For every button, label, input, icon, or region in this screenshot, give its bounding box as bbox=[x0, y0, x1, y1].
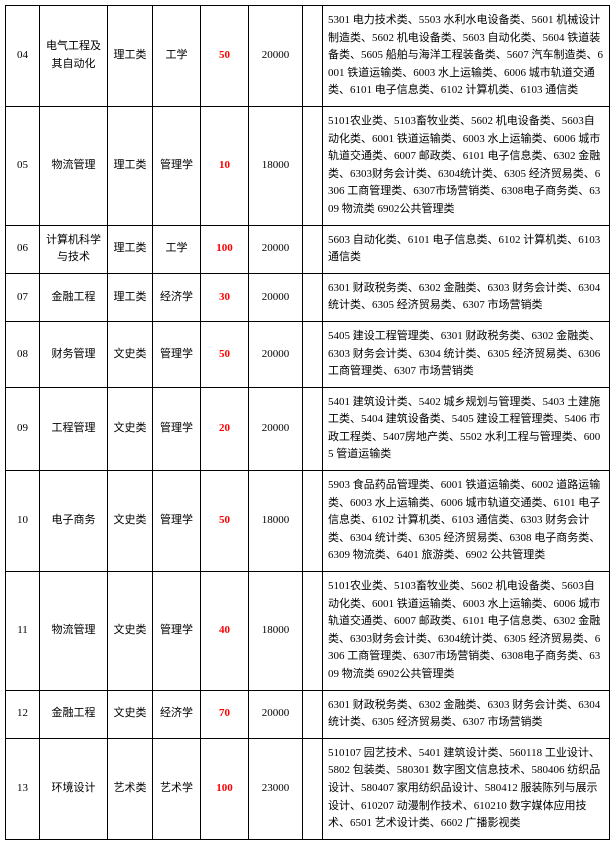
quota-cell: 40 bbox=[201, 572, 249, 691]
category-cell: 理工类 bbox=[108, 225, 153, 273]
description-cell: 5301 电力技术类、5503 水利水电设备类、5601 机械设计制造类、560… bbox=[323, 6, 610, 107]
major-cell: 环境设计 bbox=[40, 738, 108, 839]
description-cell: 5903 食品药品管理类、6001 铁道运输类、6002 道路运输类、6003 … bbox=[323, 471, 610, 572]
spacer-cell bbox=[303, 273, 323, 321]
table-row: 08财务管理文史类管理学5020000 5405 建设工程管理类、6301 财政税… bbox=[6, 321, 610, 387]
degree-cell: 工学 bbox=[153, 225, 201, 273]
category-cell: 理工类 bbox=[108, 6, 153, 107]
spacer-cell bbox=[303, 225, 323, 273]
major-cell: 电气工程及其自动化 bbox=[40, 6, 108, 107]
category-cell: 艺术类 bbox=[108, 738, 153, 839]
spacer-cell bbox=[303, 738, 323, 839]
description-cell: 6301 财政税务类、6302 金融类、6303 财务会计类、6304 统计类、… bbox=[323, 273, 610, 321]
table-row: 13环境设计艺术类艺术学10023000 510107 园艺技术、5401 建筑设… bbox=[6, 738, 610, 839]
fee-cell: 20000 bbox=[249, 387, 303, 470]
degree-cell: 管理学 bbox=[153, 572, 201, 691]
quota-cell: 50 bbox=[201, 6, 249, 107]
quota-cell: 30 bbox=[201, 273, 249, 321]
fee-cell: 20000 bbox=[249, 690, 303, 738]
admissions-table: 04电气工程及其自动化理工类工学50200005301 电力技术类、5503 水… bbox=[5, 5, 610, 840]
table-row: 10电子商务文史类管理学5018000 5903 食品药品管理类、6001 铁道运… bbox=[6, 471, 610, 572]
spacer-cell bbox=[303, 471, 323, 572]
category-cell: 文史类 bbox=[108, 572, 153, 691]
quota-cell: 50 bbox=[201, 471, 249, 572]
code-cell: 04 bbox=[6, 6, 40, 107]
table-row: 05物流管理理工类管理学1018000 5101农业类、5103畜牧业类、5602… bbox=[6, 106, 610, 225]
category-cell: 理工类 bbox=[108, 106, 153, 225]
code-cell: 08 bbox=[6, 321, 40, 387]
table-row: 07金融工程理工类经济学3020000 6301 财政税务类、6302 金融类、6… bbox=[6, 273, 610, 321]
code-cell: 12 bbox=[6, 690, 40, 738]
code-cell: 11 bbox=[6, 572, 40, 691]
quota-cell: 70 bbox=[201, 690, 249, 738]
degree-cell: 管理学 bbox=[153, 106, 201, 225]
category-cell: 文史类 bbox=[108, 690, 153, 738]
major-cell: 财务管理 bbox=[40, 321, 108, 387]
fee-cell: 18000 bbox=[249, 106, 303, 225]
category-cell: 文史类 bbox=[108, 387, 153, 470]
description-cell: 5405 建设工程管理类、6301 财政税务类、6302 金融类、6303 财务… bbox=[323, 321, 610, 387]
table-row: 12金融工程文史类经济学7020000 6301 财政税务类、6302 金融类、6… bbox=[6, 690, 610, 738]
degree-cell: 管理学 bbox=[153, 321, 201, 387]
fee-cell: 18000 bbox=[249, 572, 303, 691]
degree-cell: 管理学 bbox=[153, 387, 201, 470]
table-row: 04电气工程及其自动化理工类工学5020000 5301 电力技术类、5503 水… bbox=[6, 6, 610, 107]
degree-cell: 管理学 bbox=[153, 471, 201, 572]
code-cell: 07 bbox=[6, 273, 40, 321]
fee-cell: 20000 bbox=[249, 225, 303, 273]
degree-cell: 经济学 bbox=[153, 273, 201, 321]
spacer-cell bbox=[303, 106, 323, 225]
category-cell: 文史类 bbox=[108, 321, 153, 387]
fee-cell: 23000 bbox=[249, 738, 303, 839]
quota-cell: 100 bbox=[201, 738, 249, 839]
description-cell: 6301 财政税务类、6302 金融类、6303 财务会计类、6304 统计类、… bbox=[323, 690, 610, 738]
fee-cell: 20000 bbox=[249, 321, 303, 387]
category-cell: 理工类 bbox=[108, 273, 153, 321]
spacer-cell bbox=[303, 690, 323, 738]
code-cell: 06 bbox=[6, 225, 40, 273]
major-cell: 工程管理 bbox=[40, 387, 108, 470]
major-cell: 物流管理 bbox=[40, 106, 108, 225]
description-cell: 5101农业类、5103畜牧业类、5602 机电设备类、5603自动化类、600… bbox=[323, 572, 610, 691]
table-row: 09工程管理文史类管理学2020000 5401 建筑设计类、5402 城乡规划与… bbox=[6, 387, 610, 470]
fee-cell: 20000 bbox=[249, 273, 303, 321]
description-cell: 5401 建筑设计类、5402 城乡规划与管理类、5403 土建施工类、5404… bbox=[323, 387, 610, 470]
table-row: 11物流管理文史类管理学4018000 5101农业类、5103畜牧业类、5602… bbox=[6, 572, 610, 691]
code-cell: 10 bbox=[6, 471, 40, 572]
code-cell: 09 bbox=[6, 387, 40, 470]
description-cell: 510107 园艺技术、5401 建筑设计类、560118 工业设计、5802 … bbox=[323, 738, 610, 839]
table-row: 06计算机科学与技术理工类工学10020000 5603 自动化类、6101 电子… bbox=[6, 225, 610, 273]
major-cell: 计算机科学与技术 bbox=[40, 225, 108, 273]
quota-cell: 10 bbox=[201, 106, 249, 225]
degree-cell: 艺术学 bbox=[153, 738, 201, 839]
spacer-cell bbox=[303, 6, 323, 107]
code-cell: 13 bbox=[6, 738, 40, 839]
quota-cell: 20 bbox=[201, 387, 249, 470]
major-cell: 金融工程 bbox=[40, 690, 108, 738]
fee-cell: 18000 bbox=[249, 471, 303, 572]
degree-cell: 工学 bbox=[153, 6, 201, 107]
description-cell: 5101农业类、5103畜牧业类、5602 机电设备类、5603自动化类、600… bbox=[323, 106, 610, 225]
degree-cell: 经济学 bbox=[153, 690, 201, 738]
quota-cell: 100 bbox=[201, 225, 249, 273]
spacer-cell bbox=[303, 321, 323, 387]
spacer-cell bbox=[303, 572, 323, 691]
major-cell: 物流管理 bbox=[40, 572, 108, 691]
spacer-cell bbox=[303, 387, 323, 470]
category-cell: 文史类 bbox=[108, 471, 153, 572]
fee-cell: 20000 bbox=[249, 6, 303, 107]
quota-cell: 50 bbox=[201, 321, 249, 387]
major-cell: 电子商务 bbox=[40, 471, 108, 572]
major-cell: 金融工程 bbox=[40, 273, 108, 321]
code-cell: 05 bbox=[6, 106, 40, 225]
description-cell: 5603 自动化类、6101 电子信息类、6102 计算机类、6103 通信类 bbox=[323, 225, 610, 273]
